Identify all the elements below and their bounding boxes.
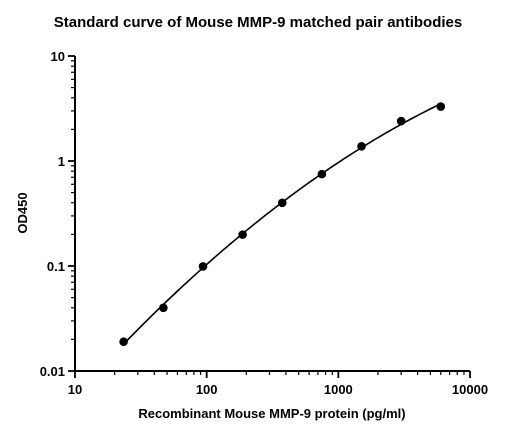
data-point [159, 303, 168, 313]
y-tick-label: 1 [58, 154, 65, 169]
x-tick-label: 10000 [452, 382, 488, 397]
y-axis-title: OD450 [15, 192, 30, 233]
data-point [357, 142, 366, 151]
y-tick-label: 0.1 [47, 259, 65, 274]
data-point [436, 102, 446, 111]
x-tick-label: 10 [68, 382, 82, 397]
y-tick-label: 0.01 [40, 364, 65, 379]
data-point [198, 262, 208, 271]
x-tick-label: 100 [196, 382, 218, 397]
y-tick-label: 10 [51, 49, 65, 64]
data-point [317, 169, 327, 179]
chart-title: Standard curve of Mouse MMP-9 matched pa… [54, 14, 462, 31]
data-point [238, 230, 247, 239]
data-point [277, 198, 287, 208]
data-point [396, 116, 406, 126]
fitted-curve-layer [123, 103, 442, 345]
data-points-layer [119, 102, 446, 347]
fitted-curve [123, 103, 442, 345]
x-axis-title: Recombinant Mouse MMP-9 protein (pg/ml) [138, 406, 405, 421]
axes: 10 100 1000 10000 0.01 0.1 1 10 [40, 49, 488, 397]
x-tick-label: 1000 [324, 382, 353, 397]
data-point [119, 337, 128, 347]
